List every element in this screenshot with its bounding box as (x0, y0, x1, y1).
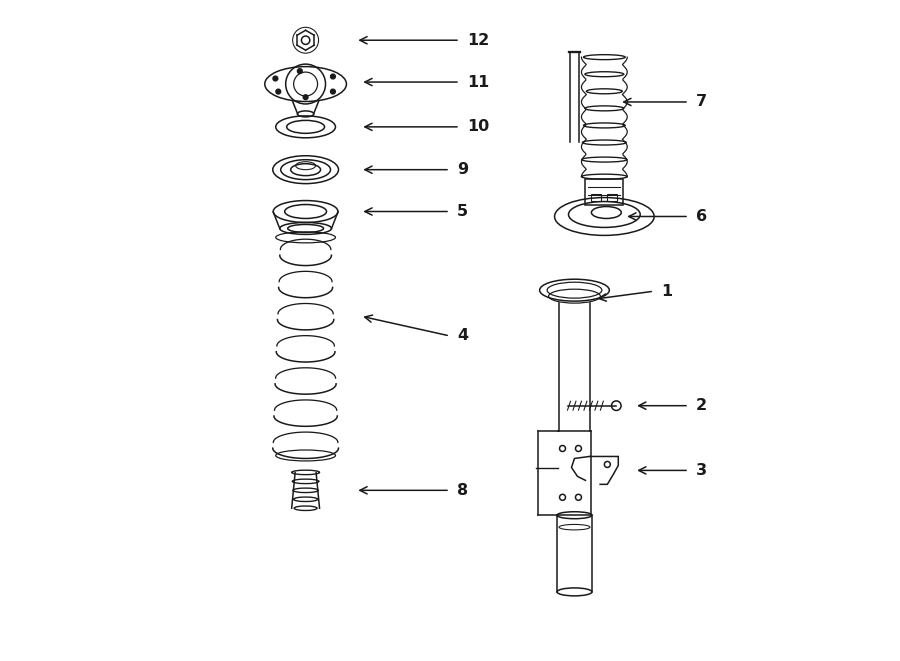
Text: 12: 12 (467, 33, 490, 48)
Text: 6: 6 (696, 209, 707, 224)
Circle shape (276, 89, 281, 94)
Text: 1: 1 (662, 284, 672, 299)
Text: 9: 9 (457, 162, 468, 177)
Text: 4: 4 (457, 329, 468, 344)
Text: 2: 2 (696, 398, 707, 413)
Circle shape (273, 76, 278, 81)
Text: 10: 10 (467, 120, 490, 134)
Text: 3: 3 (696, 463, 707, 478)
Text: 8: 8 (457, 483, 468, 498)
Circle shape (330, 74, 336, 79)
Text: 11: 11 (467, 75, 490, 89)
Text: 7: 7 (696, 95, 707, 110)
Text: 5: 5 (457, 204, 468, 219)
Circle shape (297, 69, 302, 73)
Circle shape (303, 95, 308, 100)
Circle shape (330, 89, 336, 94)
